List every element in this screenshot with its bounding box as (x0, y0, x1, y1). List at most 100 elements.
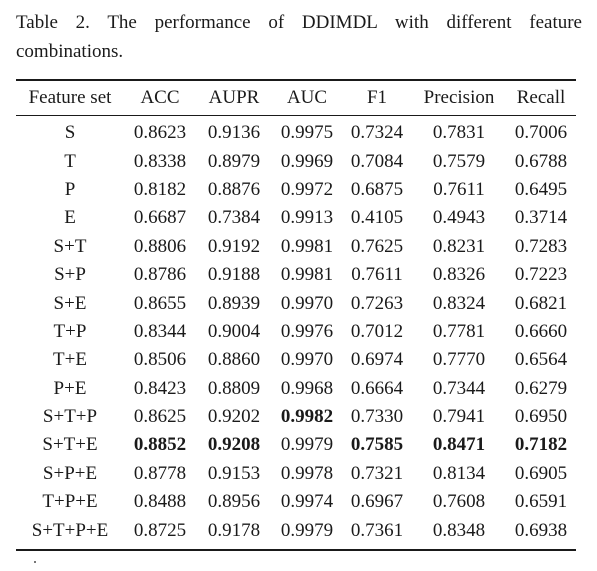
cell-feature-set: T (64, 150, 76, 172)
cell-aupr: 0.8860 (207, 349, 261, 371)
cell-feature-set: P+E (53, 377, 87, 399)
cell-feature-set: T+E (53, 349, 87, 371)
cell-auc: 0.9970 (280, 292, 334, 314)
cell-auc: 0.9969 (280, 150, 334, 172)
cell-precision: 0.7770 (432, 349, 486, 371)
cell-acc: 0.8625 (133, 406, 187, 428)
cell-aupr: 0.9192 (207, 235, 261, 257)
table-row: P 0.8182 0.8876 0.9972 0.6875 0.7611 0.6495 (16, 176, 576, 204)
header-rule (16, 115, 576, 116)
cell-acc: 0.8182 (133, 178, 187, 200)
cell-acc: 0.8488 (133, 491, 187, 513)
table-row: S+T+P 0.8625 0.9202 0.9982 0.7330 0.7941 0.695… (16, 403, 576, 431)
header-row: Feature set ACC AUPR AUC F1 Precision Re… (16, 80, 576, 116)
cell-aupr: 0.7384 (207, 207, 261, 229)
cell-precision: 0.8134 (432, 462, 486, 484)
cell-auc: 0.9982 (280, 406, 334, 428)
cell-f1: 0.6875 (350, 178, 404, 200)
cell-precision: 0.7579 (432, 150, 486, 172)
cell-auc: 0.9979 (280, 434, 334, 456)
cell-auc: 0.9968 (280, 377, 334, 399)
cell-auc: 0.9970 (280, 349, 334, 371)
cell-aupr: 0.8979 (207, 150, 261, 172)
table-row: S 0.8623 0.9136 0.9975 0.7324 0.7831 0.7006 (16, 116, 576, 147)
cell-aupr: 0.9136 (207, 122, 261, 144)
cell-acc: 0.8852 (133, 434, 187, 456)
bottom-rule (16, 549, 576, 551)
cell-acc: 0.8806 (133, 235, 187, 257)
cell-f1: 0.6974 (350, 349, 404, 371)
column-header-recall: Recall (516, 86, 566, 108)
cell-precision: 0.8231 (432, 235, 486, 257)
table-caption: Table 2. The performance of DDIMDL with … (16, 12, 582, 62)
table-row: T+P 0.8344 0.9004 0.9976 0.7012 0.7781 0.6660 (16, 318, 576, 346)
cell-auc: 0.9974 (280, 491, 334, 513)
table-row: T 0.8338 0.8979 0.9969 0.7084 0.7579 0.6788 (16, 147, 576, 175)
cell-f1: 0.4105 (350, 207, 404, 229)
table-row: S+E 0.8655 0.8939 0.9970 0.7263 0.8324 0.6821 (16, 289, 576, 317)
column-header-feature-set: Feature set (28, 86, 112, 108)
cell-precision: 0.7781 (432, 320, 486, 342)
table-row: E 0.6687 0.7384 0.9913 0.4105 0.4943 0.3714 (16, 204, 576, 232)
cell-aupr: 0.9153 (207, 462, 261, 484)
top-rule (16, 79, 576, 81)
cell-precision: 0.8324 (432, 292, 486, 314)
cell-precision: 0.4943 (432, 207, 486, 229)
cell-precision: 0.8471 (432, 434, 486, 456)
cell-recall: 0.7182 (514, 434, 568, 456)
cell-auc: 0.9976 (280, 320, 334, 342)
cell-aupr: 0.9178 (207, 519, 261, 541)
cell-recall: 0.6591 (514, 491, 568, 513)
cell-aupr: 0.8809 (207, 377, 261, 399)
cell-recall: 0.6905 (514, 462, 568, 484)
column-header-precision: Precision (423, 86, 495, 108)
cell-f1: 0.7321 (350, 462, 404, 484)
cell-acc: 0.6687 (133, 207, 187, 229)
cell-f1: 0.7611 (351, 264, 403, 286)
cell-recall: 0.6495 (514, 178, 568, 200)
cell-aupr: 0.9188 (207, 264, 261, 286)
cell-f1: 0.7585 (350, 434, 404, 456)
cell-f1: 0.7625 (350, 235, 404, 257)
cell-precision: 0.8348 (432, 519, 486, 541)
table-row: S+P+E 0.8778 0.9153 0.9978 0.7321 0.8134 0.690… (16, 460, 576, 488)
table-row: S+T+P+E 0.8725 0.9178 0.9979 0.7361 0.8348 0.6… (16, 516, 576, 544)
table-row: S+T+E 0.8852 0.9208 0.9979 0.7585 0.8471 0.718… (16, 431, 576, 459)
table-row: T+E 0.8506 0.8860 0.9970 0.6974 0.7770 0.6564 (16, 346, 576, 374)
cell-aupr: 0.8939 (207, 292, 261, 314)
cell-precision: 0.7611 (433, 178, 485, 200)
cell-aupr: 0.8876 (207, 178, 261, 200)
cell-feature-set: S+T (53, 235, 87, 257)
cell-precision: 0.7941 (432, 406, 486, 428)
cell-recall: 0.6660 (514, 320, 568, 342)
cell-feature-set: S+P (54, 264, 86, 286)
table-row: S+T 0.8806 0.9192 0.9981 0.7625 0.8231 0.7283 (16, 233, 576, 261)
cell-aupr: 0.8956 (207, 491, 261, 513)
cell-acc: 0.8786 (133, 264, 187, 286)
cell-f1: 0.7324 (350, 122, 404, 144)
cell-acc: 0.8344 (133, 320, 187, 342)
table-row: T+P+E 0.8488 0.8956 0.9974 0.6967 0.7608 0.659… (16, 488, 576, 516)
table-header: Feature set ACC AUPR AUC F1 Precision Re… (16, 80, 576, 116)
cell-feature-set: S+P+E (42, 462, 98, 484)
table-row: S+P 0.8786 0.9188 0.9981 0.7611 0.8326 0.7223 (16, 261, 576, 289)
cell-feature-set: E (64, 207, 76, 229)
cell-acc: 0.8423 (133, 377, 187, 399)
cell-f1: 0.6664 (350, 377, 404, 399)
cell-auc: 0.9975 (280, 122, 334, 144)
column-header-f1: F1 (366, 86, 388, 108)
cell-feature-set: P (64, 178, 76, 200)
cell-precision: 0.7344 (432, 377, 486, 399)
cell-recall: 0.3714 (514, 207, 568, 229)
cell-auc: 0.9981 (280, 235, 334, 257)
cell-f1: 0.7263 (350, 292, 404, 314)
cell-f1: 0.7012 (350, 320, 404, 342)
table-row: P+E 0.8423 0.8809 0.9968 0.6664 0.7344 0.6279 (16, 375, 576, 403)
cell-recall: 0.6788 (514, 150, 568, 172)
performance-table: Feature set ACC AUPR AUC F1 Precision Re… (16, 80, 576, 545)
cell-auc: 0.9913 (280, 207, 334, 229)
table-body: S 0.8623 0.9136 0.9975 0.7324 0.7831 0.7006 T 0.… (16, 116, 576, 545)
cell-feature-set: T+P (53, 320, 87, 342)
cell-auc: 0.9972 (280, 178, 334, 200)
cell-feature-set: S+T+P (42, 406, 98, 428)
